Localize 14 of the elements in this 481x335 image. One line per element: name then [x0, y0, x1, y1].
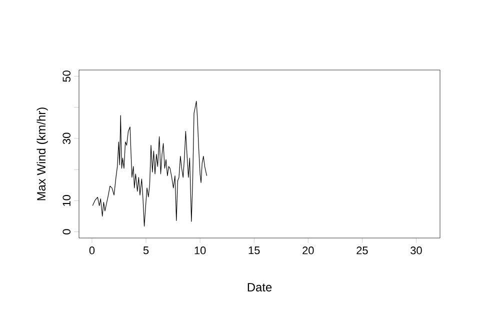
y-tick-label: 50 [62, 70, 70, 82]
y-axis-title: Max Wind (km/hr) [36, 108, 48, 200]
x-tick-label: 0 [89, 246, 95, 254]
x-tick-label: 15 [248, 246, 260, 254]
x-tick-label: 10 [194, 246, 206, 254]
y-tick-label: 30 [62, 132, 70, 144]
x-tick-label: 20 [302, 246, 314, 254]
y-tick-label: 0 [62, 229, 70, 234]
x-tick-label: 25 [356, 246, 368, 254]
x-tick-label: 5 [143, 246, 149, 254]
y-tick-label: 10 [62, 195, 70, 206]
x-axis-title: Date [248, 283, 272, 292]
x-tick-label: 30 [410, 246, 422, 254]
line-series [92, 100, 208, 226]
